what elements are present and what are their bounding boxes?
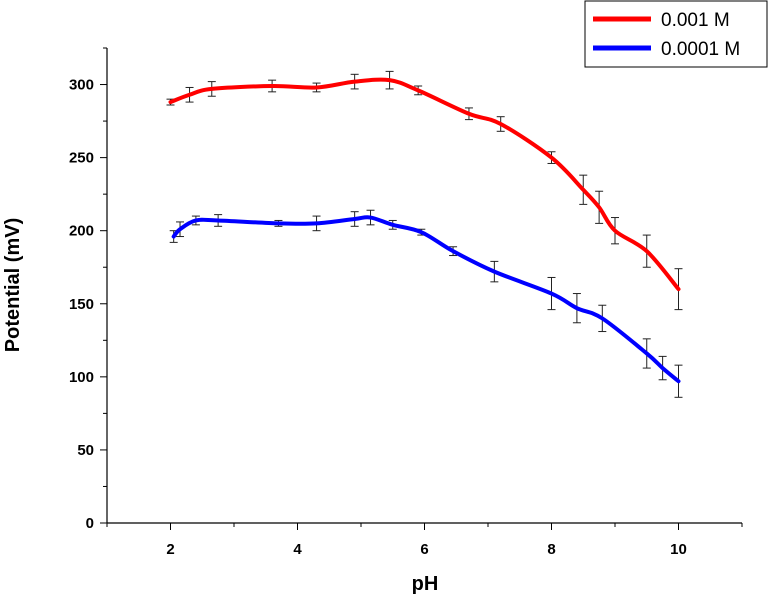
series-0 <box>166 70 683 311</box>
legend-box <box>584 0 768 68</box>
x-axis-title: pH <box>412 573 439 595</box>
axes <box>100 47 743 530</box>
x-tick-label: 10 <box>670 541 687 558</box>
y-tick-label: 50 <box>77 442 94 459</box>
legend: 0.001 M 0.0001 M <box>584 0 768 68</box>
y-tick-label: 250 <box>69 150 94 167</box>
x-tick-label: 4 <box>293 541 302 558</box>
y-axis-title: Potential (mV) <box>2 218 24 352</box>
y-tick-label: 200 <box>69 223 94 240</box>
x-tick-label: 8 <box>547 541 555 558</box>
x-tick-label: 6 <box>420 541 428 558</box>
y-tick-label: 100 <box>69 369 94 386</box>
series-line <box>168 77 681 292</box>
x-tick-label: 2 <box>166 541 174 558</box>
y-tick-label: 300 <box>69 77 94 94</box>
legend-label-0: 0.001 M <box>661 10 730 31</box>
series-1 <box>169 209 683 398</box>
series-line <box>171 215 681 384</box>
legend-label-1: 0.0001 M <box>661 39 740 60</box>
y-tick-label: 0 <box>86 515 94 532</box>
series-layer <box>166 70 683 398</box>
y-tick-label: 150 <box>69 296 94 313</box>
